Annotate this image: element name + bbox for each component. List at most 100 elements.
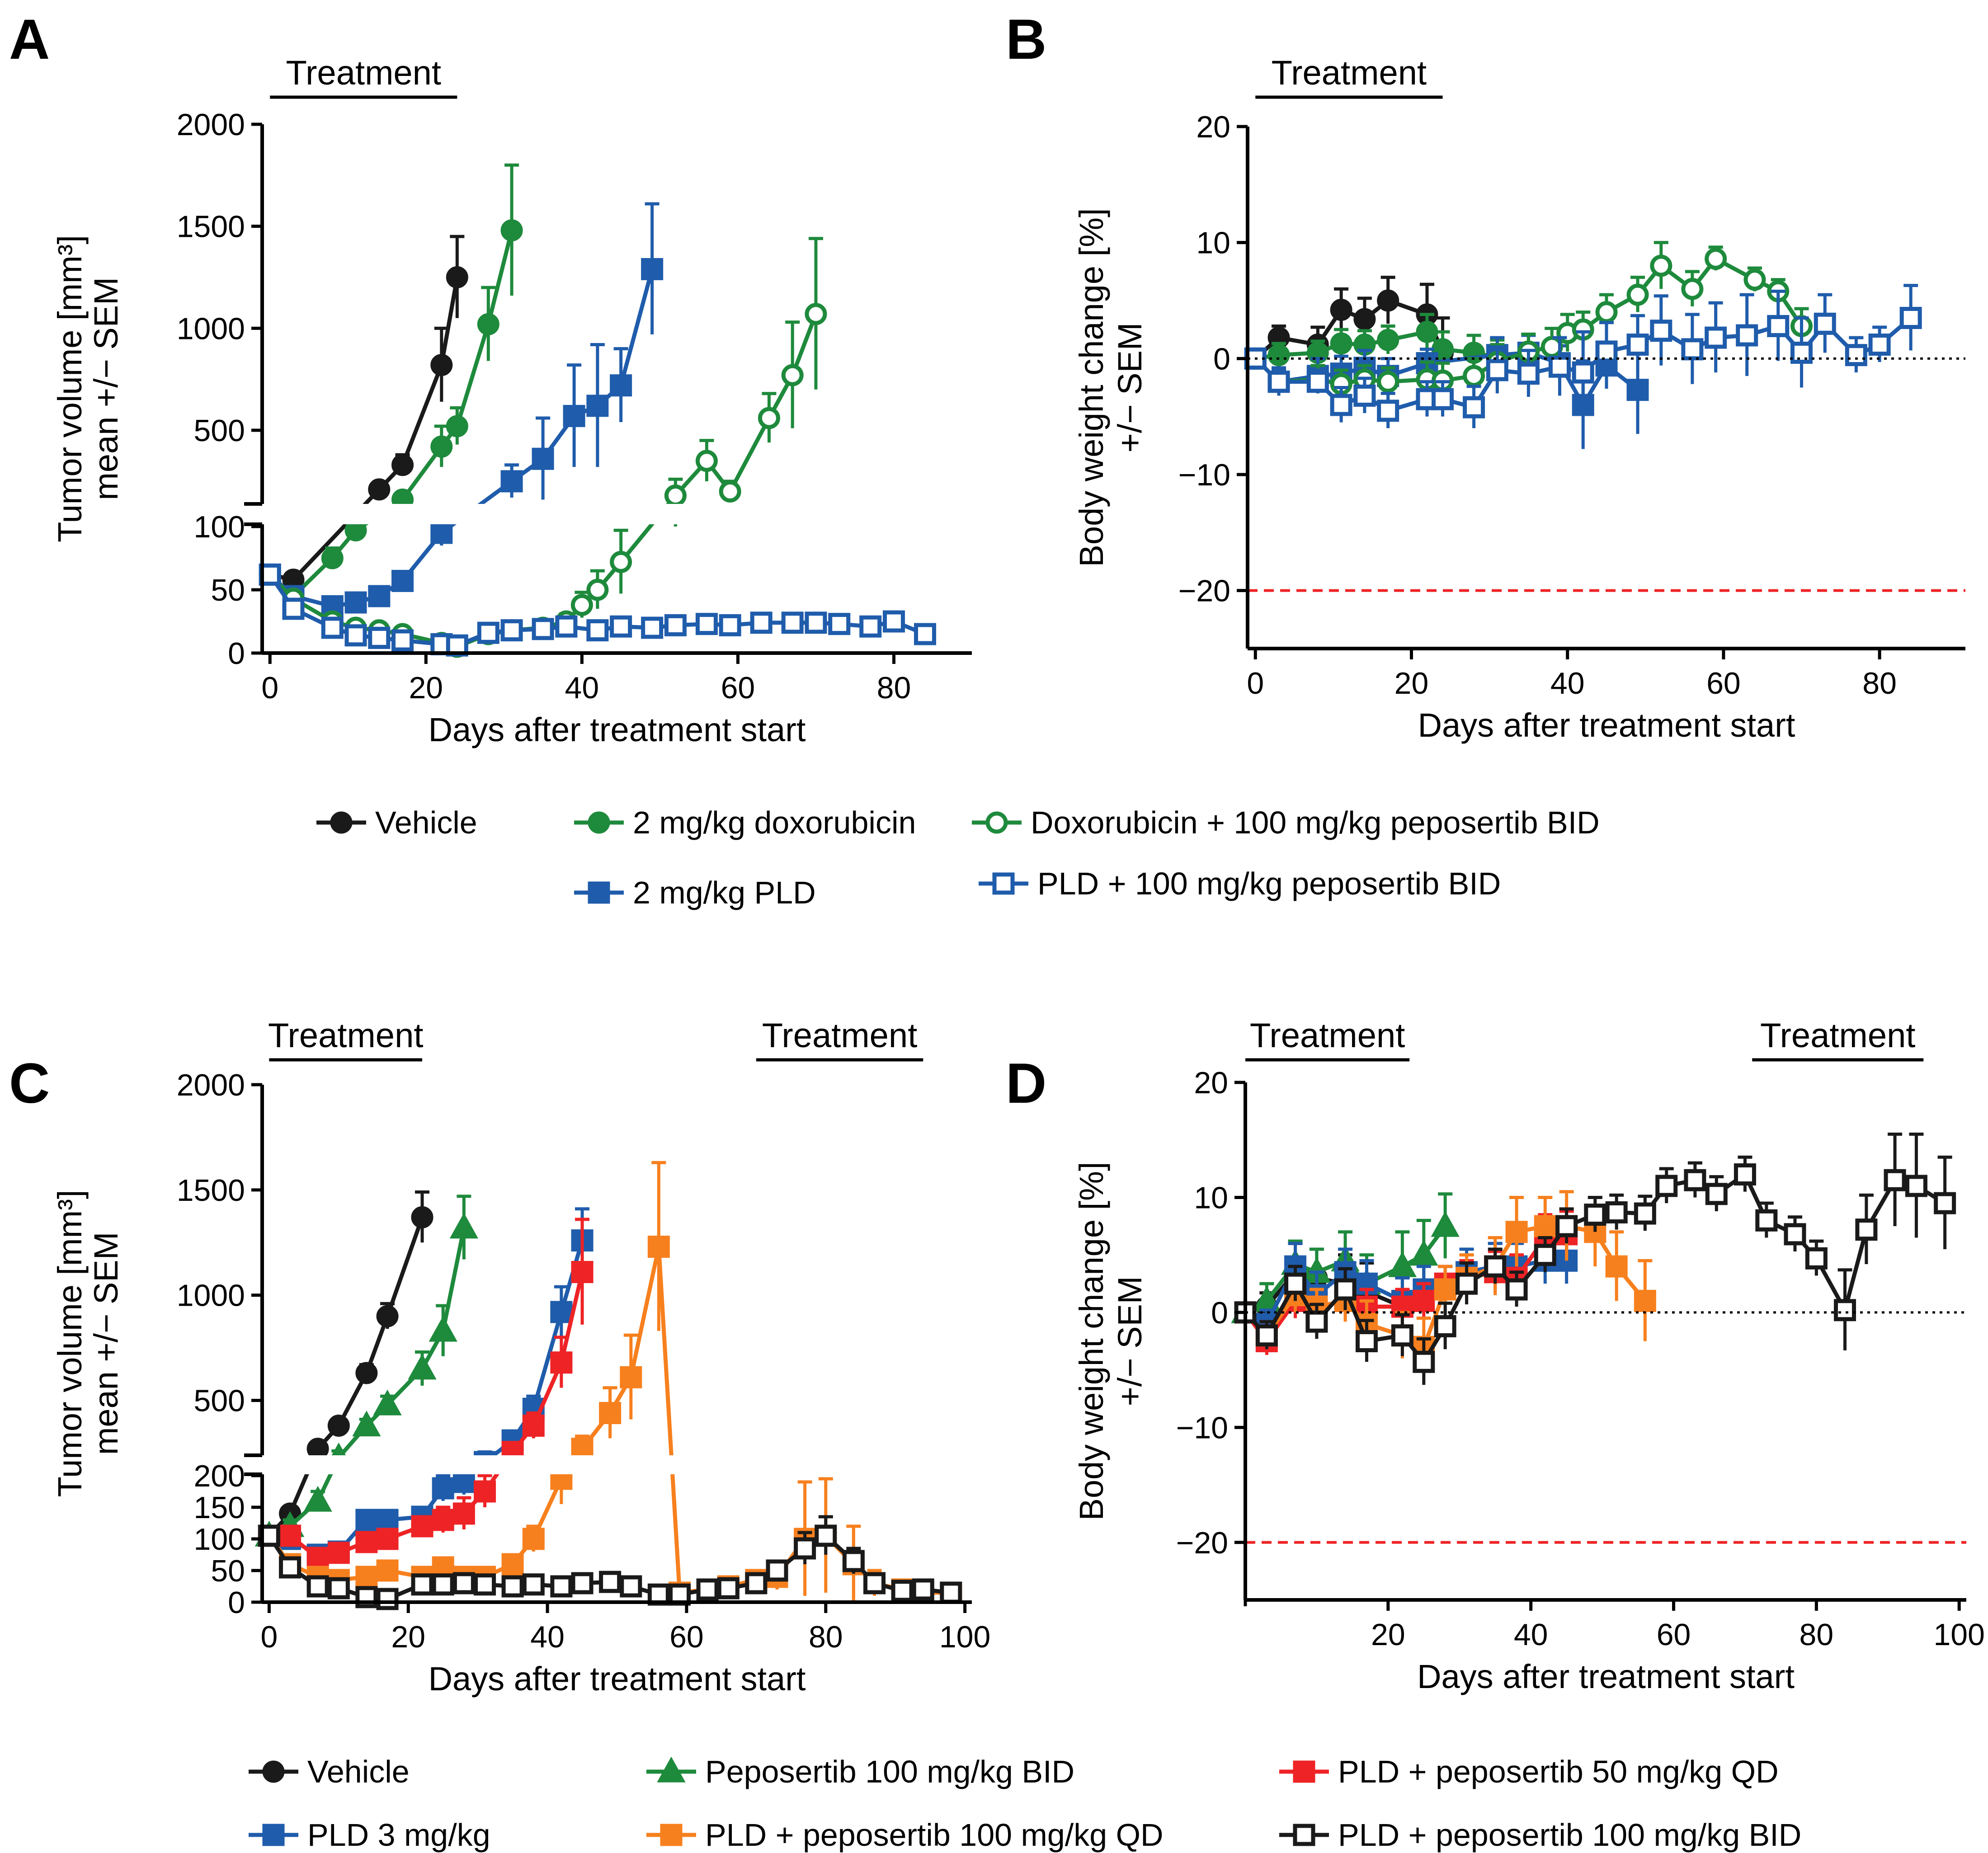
data-point (1431, 1211, 1460, 1237)
y-tick-label: 1000 (177, 311, 245, 346)
data-point (1409, 1240, 1438, 1266)
y-tick-label: 2000 (177, 1068, 245, 1102)
data-point (1505, 1221, 1528, 1243)
panel-letter: A (9, 8, 50, 71)
data-point (1814, 312, 1836, 335)
data-point (391, 629, 414, 652)
data-point (610, 374, 632, 397)
data-point (1267, 344, 1290, 367)
data-point (1267, 371, 1290, 393)
x-tick-label: 100 (1933, 1618, 1984, 1652)
y-tick-label: 50 (211, 1554, 245, 1588)
x-tick-label: 80 (809, 1620, 843, 1654)
data-point (914, 623, 936, 645)
data-point (1353, 308, 1376, 330)
legend-label: Vehicle (307, 1754, 410, 1789)
data-point (1705, 1183, 1728, 1205)
y-tick-label: 20 (1196, 110, 1230, 144)
data-point (501, 1575, 524, 1598)
y-tick-label: 10 (1196, 226, 1230, 260)
y-axis-label: Body weight change [%] (1073, 208, 1110, 567)
data-point (1605, 1201, 1628, 1224)
panel-b: 0 20 40 60 80 −20 −10 0 10 20 Days after treatment… (1006, 8, 1965, 744)
series-group (1244, 241, 1922, 449)
data-point (781, 364, 804, 386)
data-point (368, 585, 391, 607)
data-point (1868, 334, 1891, 356)
data-point (664, 614, 687, 636)
data-point (344, 591, 367, 614)
legend-item-pldpep: PLD + 100 mg/kg peposertib BID (979, 866, 1501, 901)
data-point (408, 1354, 437, 1380)
y-tick-label: 20 (1194, 1066, 1228, 1100)
y-tick-label: 1500 (177, 210, 245, 244)
panel-c: 0 20 40 60 80 100050100150200500100015002000D… (9, 1016, 990, 1698)
data-point (376, 1588, 399, 1610)
data-point (610, 615, 632, 638)
data-point (532, 618, 554, 640)
data-point (474, 1573, 496, 1596)
legend-top: Vehicle 2 mg/kg doxorubicin Doxorubicin + … (316, 805, 1600, 910)
data-point (695, 450, 718, 472)
data-point (303, 1486, 332, 1512)
y-tick-label: 2000 (177, 108, 245, 142)
series-group (1231, 1133, 1956, 1385)
data-point (1626, 283, 1649, 306)
treatment-label: Treatment (268, 1016, 424, 1055)
legend-marker-circle (985, 811, 1008, 834)
x-tick-label: 20 (409, 671, 443, 705)
data-point (586, 395, 609, 417)
data-point (1463, 365, 1485, 387)
data-point (500, 219, 523, 242)
series-pld_pep100bid (1234, 1133, 1956, 1385)
data-point (1388, 1251, 1417, 1277)
legend-label: Peposertib 100 mg/kg BID (705, 1754, 1074, 1789)
data-point (452, 1502, 475, 1525)
series-line-dox (1255, 329, 1498, 361)
data-point (1306, 371, 1329, 393)
x-tick-label: 100 (939, 1620, 990, 1654)
data-point (306, 1547, 329, 1569)
y-tick-label: 1000 (177, 1279, 245, 1313)
data-point (1284, 1272, 1307, 1295)
data-point (1555, 1215, 1578, 1237)
data-point (452, 1572, 475, 1594)
y-tick-label: 0 (228, 1585, 245, 1620)
data-point (429, 1316, 457, 1342)
data-point (376, 1528, 399, 1550)
legend-marker-circle (262, 1760, 285, 1783)
legend-marker-square (1293, 1824, 1315, 1846)
data-point (1626, 379, 1649, 401)
data-point (373, 1389, 402, 1416)
data-point (1330, 332, 1352, 355)
data-point (696, 1578, 719, 1601)
data-point (430, 435, 453, 458)
data-point (571, 1438, 594, 1460)
data-point (940, 1581, 962, 1604)
data-point (863, 1572, 886, 1594)
legend-item-pld_pep100qd: PLD + peposertib 100 mg/kg QD (646, 1817, 1164, 1853)
data-point (1934, 1192, 1956, 1214)
data-point (1413, 1289, 1435, 1312)
legend-item-doxpep: Doxorubicin + 100 mg/kg peposertib BID (972, 805, 1600, 840)
data-point (1650, 254, 1672, 277)
data-point (1584, 1204, 1606, 1226)
data-point (430, 522, 453, 544)
data-point (376, 1305, 399, 1327)
y-tick-label: −10 (1178, 458, 1230, 492)
data-point (306, 1438, 329, 1460)
legend-item-pld: 2 mg/kg PLD (574, 875, 816, 910)
data-point (1255, 1324, 1278, 1347)
data-point (1743, 268, 1766, 291)
data-point (571, 1572, 594, 1594)
legend-item-pld_pep50qd: PLD + peposertib 50 mg/kg QD (1279, 1754, 1779, 1789)
data-point (1353, 384, 1376, 407)
treatment-label: Treatment (1250, 1016, 1405, 1055)
data-point (279, 1524, 301, 1547)
data-point (1634, 1202, 1656, 1225)
y-tick-label: 0 (1211, 1296, 1228, 1330)
data-point (376, 1509, 399, 1531)
data-point (344, 624, 367, 647)
x-tick-label: 0 (260, 1620, 278, 1654)
